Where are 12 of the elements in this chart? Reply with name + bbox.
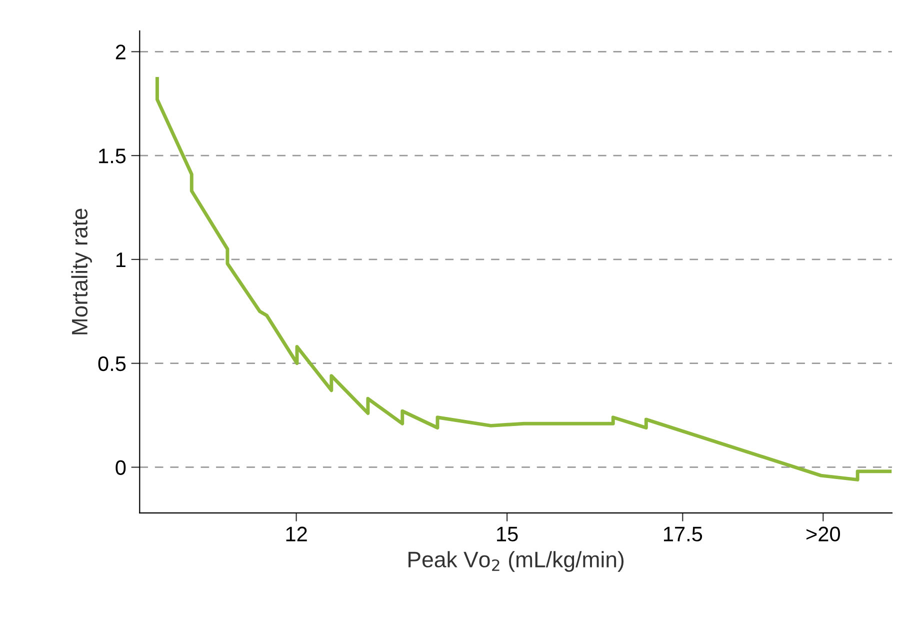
x-axis-title: Peak Vo$_{2}$ (mL/kg/min)	[408, 551, 624, 572]
y-tick-label: 0.5	[98, 356, 126, 372]
x-tick-label: 17.5	[664, 526, 702, 542]
y-axis-title: Mortality rate	[71, 208, 92, 334]
line-series	[155, 76, 892, 482]
x-tick-label: 12	[286, 526, 307, 542]
y-tick-label: 1.5	[99, 148, 126, 164]
y-tick-label: 0	[116, 460, 126, 475]
y-tick-label: 2	[116, 44, 126, 60]
x-tick-label: 15	[497, 526, 518, 542]
x-tick-label: >20	[806, 526, 840, 542]
y-tick-label: 1	[116, 252, 126, 267]
